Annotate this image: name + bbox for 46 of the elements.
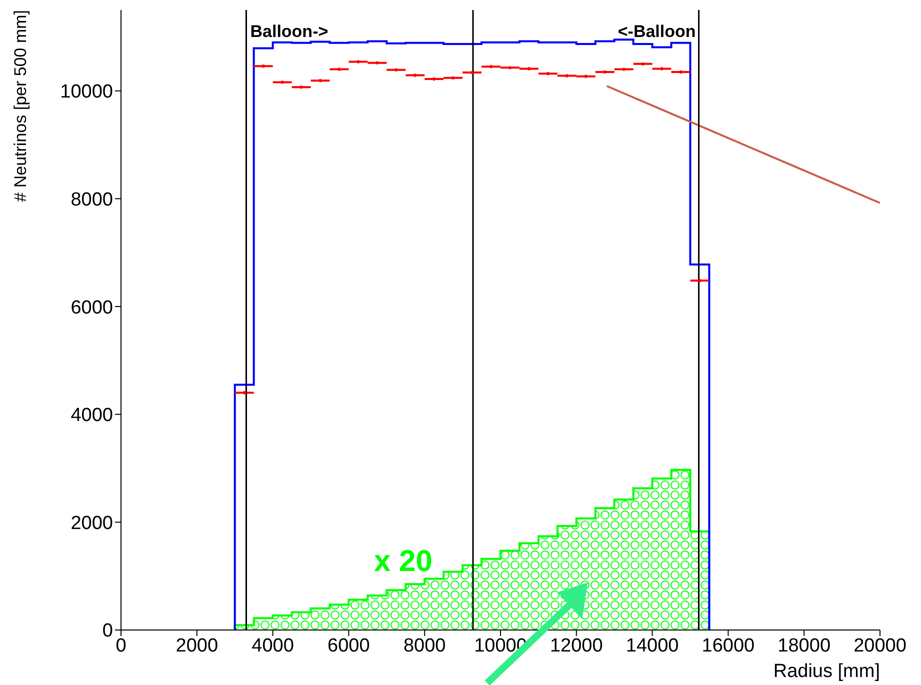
x-tick-label: 0 — [116, 635, 126, 656]
x-tick-label: 2000 — [176, 635, 218, 656]
point — [242, 391, 246, 394]
point — [414, 74, 417, 77]
x-tick-label: 6000 — [328, 635, 370, 656]
x-tick-label: 12000 — [550, 635, 603, 656]
annotation: x 20 — [374, 545, 432, 579]
point — [660, 67, 664, 70]
point — [451, 76, 455, 80]
point — [527, 67, 531, 70]
point — [356, 60, 360, 64]
point — [318, 79, 322, 82]
point — [262, 64, 265, 68]
point — [394, 68, 398, 72]
point — [641, 62, 644, 66]
x-axis-title: Radius [mm] — [773, 661, 880, 682]
point — [584, 74, 588, 78]
point — [508, 66, 512, 70]
point — [300, 85, 303, 89]
point — [603, 70, 606, 74]
point — [546, 72, 550, 76]
x-tick-label: 14000 — [626, 635, 679, 656]
annotation: <-Balloon — [618, 22, 696, 41]
point — [376, 61, 379, 64]
x-tick-label: 16000 — [702, 635, 755, 656]
y-tick-label: 4000 — [70, 405, 113, 426]
point — [432, 77, 436, 81]
y-tick-label: 8000 — [70, 189, 113, 210]
annotation: Balloon-> — [250, 22, 328, 41]
point — [679, 70, 682, 74]
point — [280, 80, 284, 84]
point — [565, 74, 569, 78]
x-tick-label: 8000 — [403, 635, 446, 656]
point — [698, 279, 702, 282]
point — [489, 65, 493, 68]
x-tick-label: 4000 — [252, 635, 294, 656]
point — [338, 68, 341, 71]
point — [470, 70, 474, 74]
y-tick-label: 10000 — [60, 82, 113, 103]
y-tick-label: 0 — [102, 620, 113, 642]
y-tick-label: 2000 — [70, 512, 113, 534]
x-tick-label: 18000 — [778, 635, 831, 656]
y-axis-title: # Neutrinos [per 500 mm] — [11, 10, 30, 202]
point — [622, 68, 626, 71]
x-tick-label: 20000 — [854, 635, 906, 656]
y-tick-label: 6000 — [70, 297, 113, 318]
